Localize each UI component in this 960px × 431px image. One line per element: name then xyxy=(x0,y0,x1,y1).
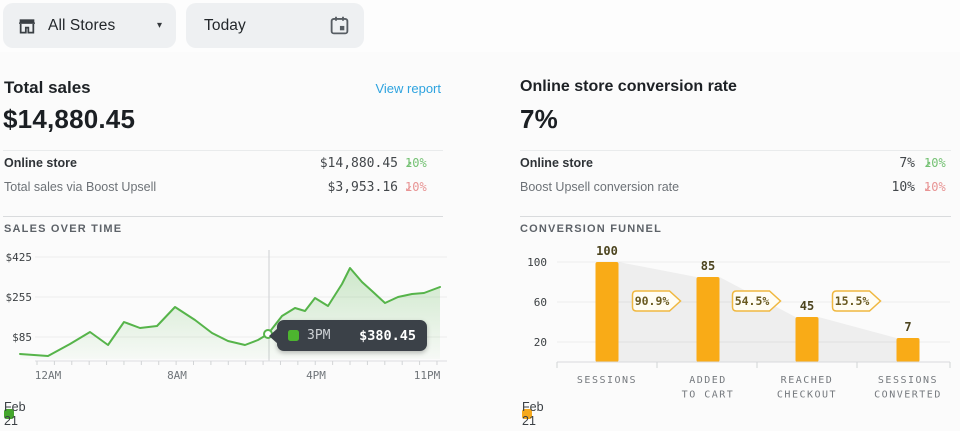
bar-value-label: 7 xyxy=(904,320,911,334)
conversion-rate-value: 7% xyxy=(520,104,558,134)
storefront-icon xyxy=(19,18,35,34)
topbar: All Stores ▾ Today xyxy=(0,0,960,52)
category-label: SESSIONS xyxy=(577,375,637,386)
store-selector-label: All Stores xyxy=(48,16,116,34)
arrow-down-icon: ↙ xyxy=(924,180,932,194)
view-report-link[interactable]: View report xyxy=(375,81,441,96)
date-selector-label: Today xyxy=(204,16,246,34)
percent-badge xyxy=(631,290,682,312)
metric-label-boost-rate: Boost Upsell conversion rate xyxy=(520,180,680,194)
tooltip-series-swatch xyxy=(288,330,299,341)
percent-badge-label: 90.9% xyxy=(635,294,670,308)
metric-label-online-store-rate: Online store xyxy=(520,156,593,170)
conversion-funnel-heading: CONVERSION FUNNEL xyxy=(520,223,663,235)
percent-badge xyxy=(731,290,782,312)
x-axis-label: 4PM xyxy=(306,369,326,382)
arrow-up-icon: ↗ xyxy=(924,156,932,170)
y-axis-tick: 60 xyxy=(534,296,547,309)
category-label: CONVERTED xyxy=(874,390,942,401)
y-axis-tick: $85 xyxy=(12,331,32,344)
sales-over-time-chart[interactable]: $425 $255 $85 12AM 8AM 4PM 11PM xyxy=(0,244,460,390)
metric-value-boost-rate: 10% xyxy=(891,180,915,195)
category-label: SESSIONS xyxy=(878,375,938,386)
category-label: REACHED xyxy=(781,375,834,386)
funnel-area xyxy=(618,262,920,362)
arrow-up-icon: ↗ xyxy=(405,156,413,170)
x-axis-label: 12AM xyxy=(35,369,62,382)
conversion-rate-card: Online store conversion rate 7% Online s… xyxy=(520,52,955,431)
sales-legend-label: Feb 21 xyxy=(4,400,26,428)
percent-badge xyxy=(831,290,882,312)
funnel-bar[interactable] xyxy=(595,262,619,362)
category-label: CHECKOUT xyxy=(777,390,837,401)
tooltip-value: $380.45 xyxy=(359,327,416,344)
metric-label-boost-upsell: Total sales via Boost Upsell xyxy=(4,180,157,194)
total-sales-value: $14,880.45 xyxy=(3,104,136,134)
y-axis-tick: $425 xyxy=(6,251,33,264)
conversion-rate-title: Online store conversion rate xyxy=(520,78,737,95)
x-axis-label: 11PM xyxy=(414,369,441,382)
y-axis-tick: $255 xyxy=(6,291,33,304)
metric-value-boost-upsell: $3,953.16 xyxy=(327,180,398,195)
legend-swatch-orange xyxy=(522,409,532,419)
arrow-down-icon: ↙ xyxy=(405,180,413,194)
metric-label-online-store: Online store xyxy=(4,156,77,170)
date-selector-button[interactable]: Today xyxy=(186,3,364,48)
conversion-funnel-chart[interactable]: 100 60 20 100 85 45 7 90.9% 54.5% 15.5% SESSIONS AD… xyxy=(520,240,960,405)
total-sales-title: Total sales xyxy=(4,78,91,97)
bar-value-label: 45 xyxy=(800,299,814,313)
store-selector-button[interactable]: All Stores ▾ xyxy=(3,3,176,48)
calendar-icon xyxy=(330,16,349,35)
category-label: ADDED xyxy=(689,375,727,386)
funnel-bar[interactable] xyxy=(896,338,920,362)
total-sales-card: Total sales View report $14,880.45 Onlin… xyxy=(3,78,443,428)
percent-badge-label: 54.5% xyxy=(735,294,770,308)
percent-badge-label: 15.5% xyxy=(835,294,870,308)
y-axis-tick: 100 xyxy=(527,256,547,269)
section-divider xyxy=(3,216,443,217)
category-label: TO CART xyxy=(682,390,735,401)
chevron-down-icon: ▾ xyxy=(156,20,162,31)
funnel-legend-label: Feb 21 xyxy=(522,400,544,428)
bar-value-label: 100 xyxy=(596,244,618,258)
chart-tooltip: 3PM $380.45 xyxy=(277,320,427,351)
sales-over-time-heading: SALES OVER TIME xyxy=(4,223,123,235)
y-axis-tick: 20 xyxy=(534,336,547,349)
funnel-bar[interactable] xyxy=(696,277,720,362)
legend-swatch-green xyxy=(4,409,14,419)
x-axis-label: 8AM xyxy=(167,369,187,382)
metric-value-online-store-rate: 7% xyxy=(899,156,915,171)
section-divider xyxy=(520,216,951,217)
metric-value-online-store: $14,880.45 xyxy=(319,156,398,171)
bar-value-label: 85 xyxy=(701,259,715,273)
funnel-bar[interactable] xyxy=(795,317,819,362)
divider xyxy=(3,150,443,151)
divider xyxy=(520,150,951,151)
tooltip-time: 3PM xyxy=(307,328,331,343)
